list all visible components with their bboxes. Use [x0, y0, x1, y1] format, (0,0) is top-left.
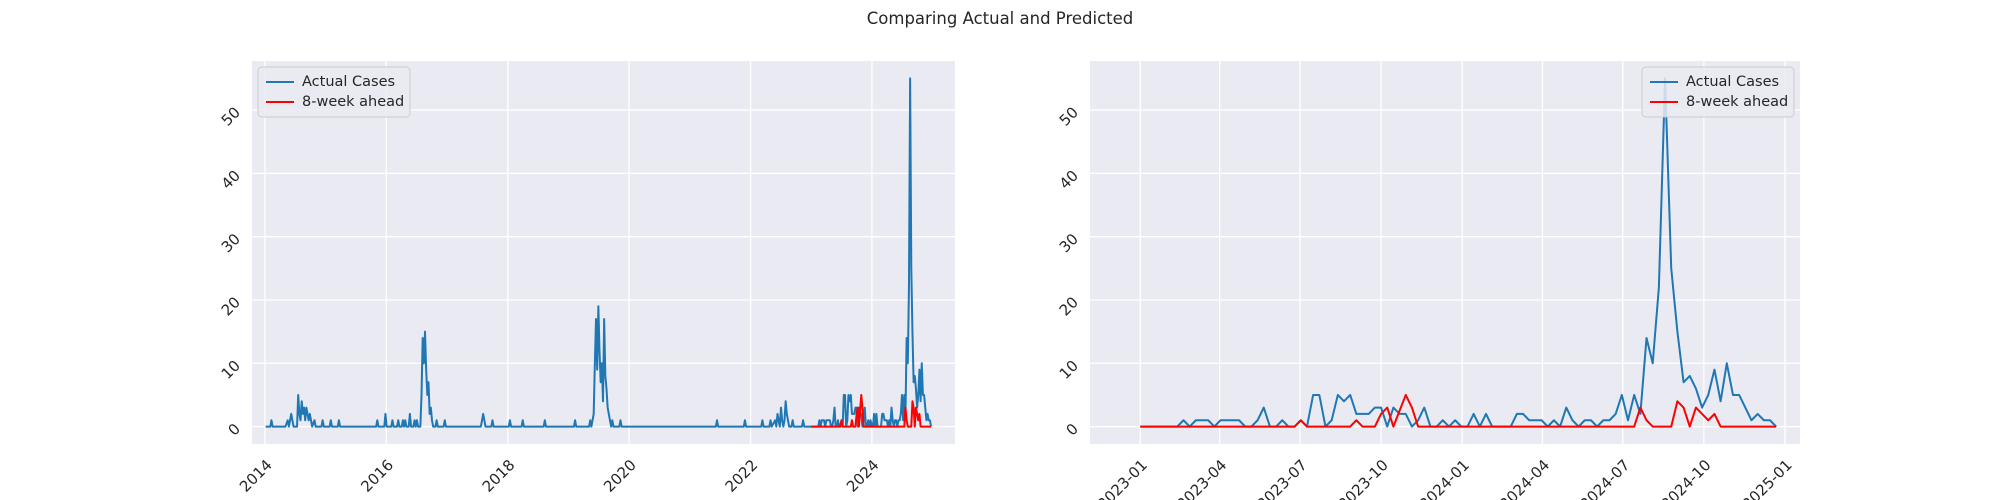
right-panel: 2023-01 2023-04 2023-07 2023-10 2024-01 2024-…	[1056, 61, 1800, 500]
legend-box	[1641, 66, 1795, 118]
x-tick-label: 2014	[236, 456, 276, 496]
y-tick-label: 30	[218, 230, 244, 256]
x-tick-label: 2023-07	[1254, 456, 1311, 500]
series-group-1	[1140, 77, 1777, 428]
y-tick-label: 20	[1056, 293, 1082, 319]
predicted-line-1	[1140, 393, 1777, 428]
y-tick-label: 0	[1063, 420, 1082, 439]
x-tick-label: 2020	[600, 456, 640, 496]
legend-label: Actual Cases	[302, 74, 395, 90]
left-panel: 2014 2016 2018 2020 2022 2024 0 10 20 30 40 50 Actua…	[218, 61, 955, 496]
y-tick-label: 40	[1056, 167, 1082, 193]
y-tick-label: 0	[225, 420, 244, 439]
x-tick-label: 2022	[722, 456, 762, 496]
x-tick-label: 2024-10	[1658, 456, 1715, 500]
x-tick-label: 2023-01	[1094, 456, 1151, 500]
x-tick-label: 2018	[479, 456, 519, 496]
x-tick-label: 2024	[843, 456, 883, 496]
predicted-line-0	[811, 393, 932, 428]
x-tick-label: 2024-01	[1416, 456, 1473, 500]
legend-label: 8-week ahead	[1686, 94, 1788, 110]
legend-0: Actual Cases 8-week ahead	[257, 66, 411, 118]
actual-cases-line-0	[265, 77, 933, 428]
series-group-0	[265, 77, 933, 428]
grid-1	[1090, 61, 1800, 444]
x-tick-label: 2025-01	[1739, 456, 1796, 500]
x-tick-label: 2023-04	[1173, 456, 1230, 500]
legend-1: Actual Cases 8-week ahead	[1641, 66, 1795, 118]
x-tick-label: 2024-04	[1496, 456, 1553, 500]
legend-box	[257, 66, 411, 118]
plot-area-1	[1090, 61, 1800, 444]
x-tick-label: 2016	[357, 456, 397, 496]
legend-label: Actual Cases	[1686, 74, 1779, 90]
y-tick-label: 20	[218, 293, 244, 319]
figure-title: Comparing Actual and Predicted	[867, 9, 1134, 28]
y-tick-label: 50	[1056, 103, 1082, 129]
y-tick-label: 10	[1056, 357, 1082, 383]
legend-label: 8-week ahead	[302, 94, 404, 110]
x-tick-label: 2023-10	[1335, 456, 1392, 500]
y-tick-label: 30	[1056, 230, 1082, 256]
y-tick-label: 10	[218, 357, 244, 383]
y-tick-label: 40	[218, 167, 244, 193]
y-tick-label: 50	[218, 103, 244, 129]
x-tick-label: 2024-07	[1576, 456, 1633, 500]
